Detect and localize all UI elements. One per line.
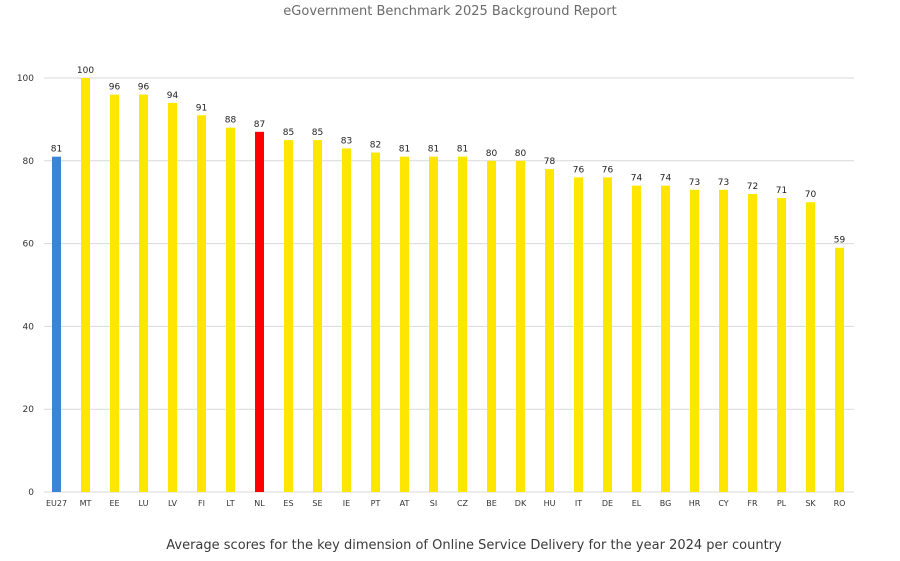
bar-sk	[806, 202, 815, 492]
data-label-fi: 91	[196, 103, 207, 113]
data-label-bg: 74	[660, 174, 672, 184]
bar-ie	[342, 148, 351, 492]
bar-eu27	[52, 156, 61, 492]
data-label-se: 85	[312, 128, 323, 138]
category-label-ro: RO	[834, 499, 846, 508]
bar-mt	[81, 78, 90, 492]
y-tick-label: 0	[28, 488, 34, 498]
category-label-lt: LT	[226, 499, 234, 508]
category-label-eu27: EU27	[46, 499, 67, 508]
bar-cy	[719, 189, 728, 492]
grid-lines	[44, 77, 854, 493]
bar-bg	[661, 185, 670, 492]
data-label-lu: 96	[138, 83, 150, 93]
data-label-si: 81	[428, 145, 439, 155]
category-label-se: SE	[312, 499, 322, 508]
data-label-pt: 82	[370, 141, 381, 151]
category-label-mt: MT	[80, 499, 92, 508]
category-label-sk: SK	[805, 499, 816, 508]
bar-lu	[139, 94, 148, 492]
data-label-hr: 73	[689, 178, 700, 188]
bar-fr	[748, 193, 757, 493]
category-label-ie: IE	[343, 499, 350, 508]
y-tick-label: 80	[23, 157, 35, 167]
data-label-pl: 71	[776, 186, 787, 196]
category-label-el: EL	[632, 499, 642, 508]
bar-hr	[690, 189, 699, 492]
category-label-cy: CY	[718, 499, 728, 508]
data-label-at: 81	[399, 145, 410, 155]
data-label-lt: 88	[225, 116, 237, 126]
data-labels: 81 100 96 96 94 91 88 87 85 85 83 82 81 81 81 80 80 78 76 7…	[51, 66, 846, 246]
bar-at	[400, 156, 409, 492]
data-label-de: 76	[602, 165, 614, 175]
bar-nl	[255, 131, 264, 492]
bar-hu	[545, 169, 554, 492]
data-label-cz: 81	[457, 145, 468, 155]
bar-pt	[371, 152, 380, 492]
category-label-bg: BG	[660, 499, 672, 508]
data-label-lv: 94	[167, 91, 179, 101]
category-label-si: SI	[430, 499, 437, 508]
bar-ro	[835, 247, 844, 492]
data-label-sk: 70	[805, 190, 817, 200]
category-label-de: DE	[602, 499, 613, 508]
category-label-lu: LU	[139, 499, 149, 508]
data-label-dk: 80	[515, 149, 527, 159]
data-label-be: 80	[486, 149, 498, 159]
category-label-hu: HU	[544, 499, 556, 508]
y-tick-label: 60	[23, 240, 35, 250]
bar-se	[313, 140, 322, 492]
category-label-fi: FI	[198, 499, 205, 508]
bar-ee	[110, 94, 119, 492]
y-axis-ticks: 0 20 40 60 80 100	[17, 74, 34, 498]
bar-lt	[226, 127, 235, 493]
y-tick-label: 20	[23, 405, 35, 415]
category-label-es: ES	[283, 499, 293, 508]
category-label-lv: LV	[168, 499, 178, 508]
category-label-pl: PL	[777, 499, 787, 508]
data-label-ie: 83	[341, 136, 352, 146]
data-label-cy: 73	[718, 178, 729, 188]
bar-cz	[458, 156, 467, 492]
bar-be	[487, 160, 496, 493]
category-label-nl: NL	[254, 499, 265, 508]
category-label-pt: PT	[371, 499, 381, 508]
category-label-fr: FR	[747, 499, 758, 508]
y-tick-label: 40	[23, 322, 35, 332]
data-label-mt: 100	[77, 66, 94, 76]
data-label-hu: 78	[544, 157, 556, 167]
bar-lv	[168, 102, 177, 492]
bar-de	[603, 177, 612, 493]
bar-pl	[777, 198, 786, 492]
category-label-hr: HR	[689, 499, 701, 508]
bar-fi	[197, 115, 206, 492]
category-labels: EU27 MT EE LU LV FI LT NL ES SE IE PT AT SI CZ BE DK HU IT…	[46, 499, 845, 508]
data-label-it: 76	[573, 165, 585, 175]
data-label-fr: 72	[747, 182, 758, 192]
bar-es	[284, 140, 293, 492]
y-tick-label: 100	[17, 74, 34, 84]
bar-si	[429, 156, 438, 492]
report-header: eGovernment Benchmark 2025 Background Re…	[283, 4, 617, 19]
data-label-es: 85	[283, 128, 294, 138]
data-label-eu27: 81	[51, 145, 62, 155]
category-label-at: AT	[400, 499, 410, 508]
bar-it	[574, 177, 583, 493]
bar-dk	[516, 160, 525, 493]
data-label-ee: 96	[109, 83, 121, 93]
chart-caption: Average scores for the key dimension of …	[166, 538, 782, 553]
data-label-ro: 59	[834, 236, 846, 246]
data-label-nl: 87	[254, 120, 265, 130]
bar-el	[632, 185, 641, 492]
category-label-it: IT	[575, 499, 582, 508]
category-label-be: BE	[486, 499, 497, 508]
category-label-cz: CZ	[457, 499, 469, 508]
category-label-ee: EE	[109, 499, 119, 508]
bars	[52, 78, 844, 493]
category-label-dk: DK	[515, 499, 527, 508]
data-label-el: 74	[631, 174, 643, 184]
